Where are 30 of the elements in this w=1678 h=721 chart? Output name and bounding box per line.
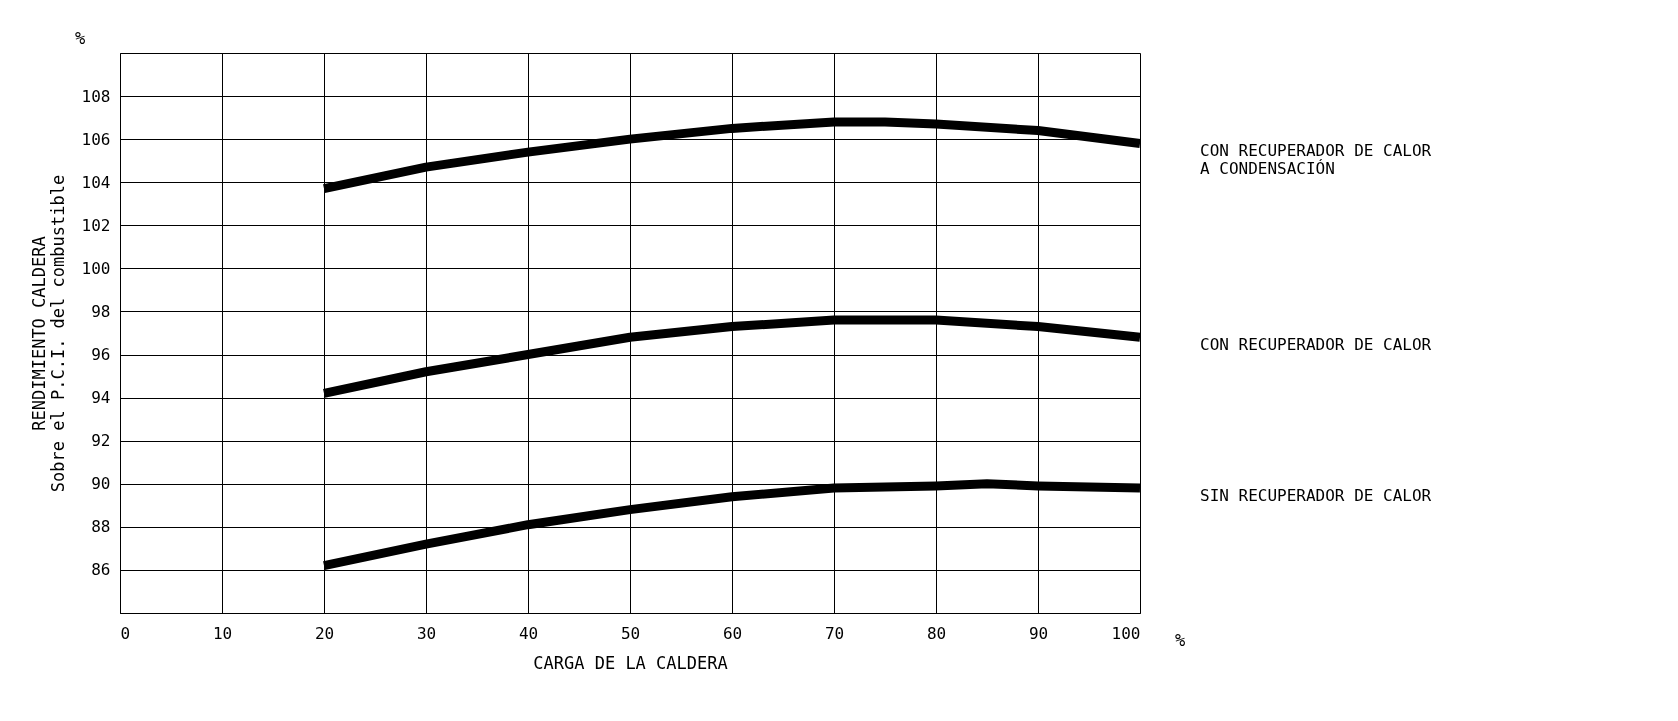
y-tick-label: 106: [81, 129, 111, 149]
text: SIN RECUPERADOR DE CALOR: [1200, 486, 1432, 506]
x-tick-label: 10: [212, 623, 233, 643]
y-tick-label: 90: [91, 474, 111, 494]
text: %: [74, 28, 86, 48]
y-tick-label: 96: [91, 345, 111, 365]
x-tick-label: 100: [1111, 623, 1141, 643]
y-tick-label: 104: [81, 172, 111, 192]
text: %: [1174, 630, 1186, 650]
x-tick-label: 70: [824, 623, 845, 643]
x-tick-label: 30: [416, 623, 437, 643]
text: CON RECUPERADOR DE CALOR A CONDENSACIÓN: [1200, 141, 1432, 179]
y-tick-label: 102: [81, 215, 111, 235]
y-tick-label: 94: [91, 388, 111, 408]
x-tick-label: 50: [620, 623, 641, 643]
x-tick-label: 40: [518, 623, 539, 643]
x-tick-label: 60: [722, 623, 743, 643]
y-tick-label: 98: [91, 301, 111, 321]
x-axis-title: CARGA DE LA CALDERA: [533, 652, 728, 673]
x-tick-label: 20: [314, 623, 335, 643]
x-tick-label: 80: [926, 623, 947, 643]
x-tick-label: 0: [120, 623, 131, 643]
y-tick-label: 100: [81, 258, 111, 278]
y-axis-title: RENDIMIENTO CALDERA Sobre el P.C.I. del combustible: [28, 174, 68, 493]
y-tick-label: 88: [91, 517, 111, 537]
y-tick-label: 92: [91, 431, 111, 451]
y-tick-label: 108: [81, 86, 111, 106]
x-tick-label: 90: [1028, 623, 1049, 643]
text: CON RECUPERADOR DE CALOR: [1200, 335, 1432, 355]
y-tick-label: 86: [91, 560, 111, 580]
